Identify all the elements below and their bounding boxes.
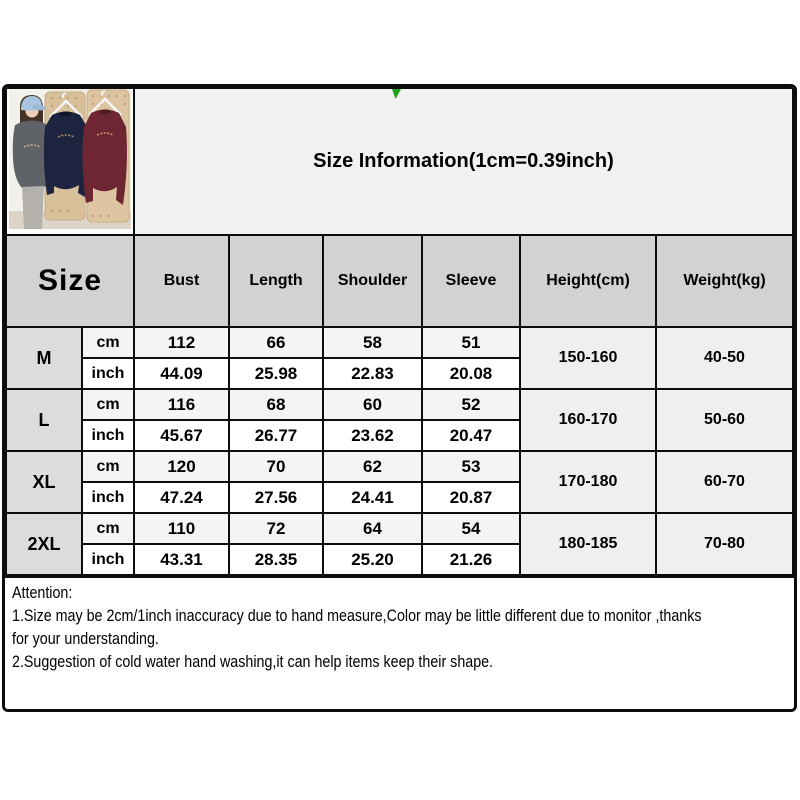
column-header-weight: Weight(kg)	[655, 234, 794, 328]
column-header-height: Height(cm)	[519, 234, 657, 328]
measurement-value: 66	[228, 326, 324, 359]
chest-print	[96, 132, 114, 136]
column-header-sleeve: Sleeve	[421, 234, 521, 328]
measurement-value: 70	[228, 450, 324, 483]
page-title: Size Information(1cm=0.39inch)	[313, 150, 614, 172]
measurement-value: 22.83	[322, 357, 423, 390]
measurement-value: 20.08	[421, 357, 521, 390]
product-photo-cell	[5, 87, 135, 236]
weight-range: 70-80	[655, 512, 794, 576]
hanger-icon	[61, 92, 67, 99]
measurement-value: 112	[133, 326, 230, 359]
measurement-value: 26.77	[228, 419, 324, 452]
size-label-xl: XL	[5, 450, 83, 514]
trousers	[22, 186, 44, 229]
column-header-shoulder: Shoulder	[322, 234, 423, 328]
measurement-value: 62	[322, 450, 423, 483]
size-label-l: L	[5, 388, 83, 452]
measurement-value: 25.20	[322, 543, 423, 576]
measurement-value: 52	[421, 388, 521, 421]
measurement-value: 64	[322, 512, 423, 545]
sweatshirt-navy	[43, 92, 89, 197]
measurement-value: 20.47	[421, 419, 521, 452]
measurement-value: 28.35	[228, 543, 324, 576]
measurement-value: 53	[421, 450, 521, 483]
chest-print	[57, 134, 75, 138]
note-line: for your understanding.	[12, 629, 159, 648]
size-info-sheet: Size Information(1cm=0.39inch) Size Bust…	[2, 84, 797, 712]
measurement-value: 72	[228, 512, 324, 545]
column-header-bust: Bust	[133, 234, 230, 328]
measurement-value: 21.26	[421, 543, 521, 576]
unit-label-inch: inch	[81, 419, 135, 452]
unit-label-cm: cm	[81, 450, 135, 483]
product-photo	[9, 90, 131, 229]
sweatshirt-wine	[82, 90, 127, 205]
title-cell: Size Information(1cm=0.39inch)	[133, 87, 794, 236]
measurement-value: 58	[322, 326, 423, 359]
unit-label-inch: inch	[81, 357, 135, 390]
measurement-value: 23.62	[322, 419, 423, 452]
measurement-value: 43.31	[133, 543, 230, 576]
measurement-value: 120	[133, 450, 230, 483]
measurement-value: 25.98	[228, 357, 324, 390]
height-range: 170-180	[519, 450, 657, 514]
hanger-icon	[100, 90, 106, 97]
measurement-value: 51	[421, 326, 521, 359]
size-label-m: M	[5, 326, 83, 390]
measurement-value: 20.87	[421, 481, 521, 514]
note-line: 1.Size may be 2cm/1inch inaccuracy due t…	[12, 606, 702, 625]
measurement-value: 24.41	[322, 481, 423, 514]
model-figure	[12, 95, 52, 229]
size-chart-table: Size Information(1cm=0.39inch) Size Bust…	[5, 87, 794, 576]
column-header-length: Length	[228, 234, 324, 328]
height-range: 180-185	[519, 512, 657, 576]
chest-print	[23, 144, 41, 148]
measurement-value: 44.09	[133, 357, 230, 390]
column-header-size: Size	[5, 234, 135, 328]
height-range: 160-170	[519, 388, 657, 452]
notes-section: Attention: 1.Size may be 2cm/1inch inacc…	[5, 576, 794, 709]
weight-range: 40-50	[655, 326, 794, 390]
weight-range: 60-70	[655, 450, 794, 514]
grey-sweatshirt	[12, 120, 52, 188]
measurement-value: 68	[228, 388, 324, 421]
measurement-value: 27.56	[228, 481, 324, 514]
size-label-2xl: 2XL	[5, 512, 83, 576]
measurement-value: 47.24	[133, 481, 230, 514]
weight-range: 50-60	[655, 388, 794, 452]
measurement-value: 60	[322, 388, 423, 421]
unit-label-inch: inch	[81, 543, 135, 576]
unit-label-cm: cm	[81, 326, 135, 359]
measurement-value: 54	[421, 512, 521, 545]
notes-heading: Attention:	[12, 583, 73, 602]
green-corner-flag-icon	[392, 90, 401, 99]
height-range: 150-160	[519, 326, 657, 390]
measurement-value: 110	[133, 512, 230, 545]
measurement-value: 45.67	[133, 419, 230, 452]
unit-label-cm: cm	[81, 512, 135, 545]
unit-label-inch: inch	[81, 481, 135, 514]
measurement-value: 116	[133, 388, 230, 421]
unit-label-cm: cm	[81, 388, 135, 421]
note-line: 2.Suggestion of cold water hand washing,…	[12, 652, 494, 671]
